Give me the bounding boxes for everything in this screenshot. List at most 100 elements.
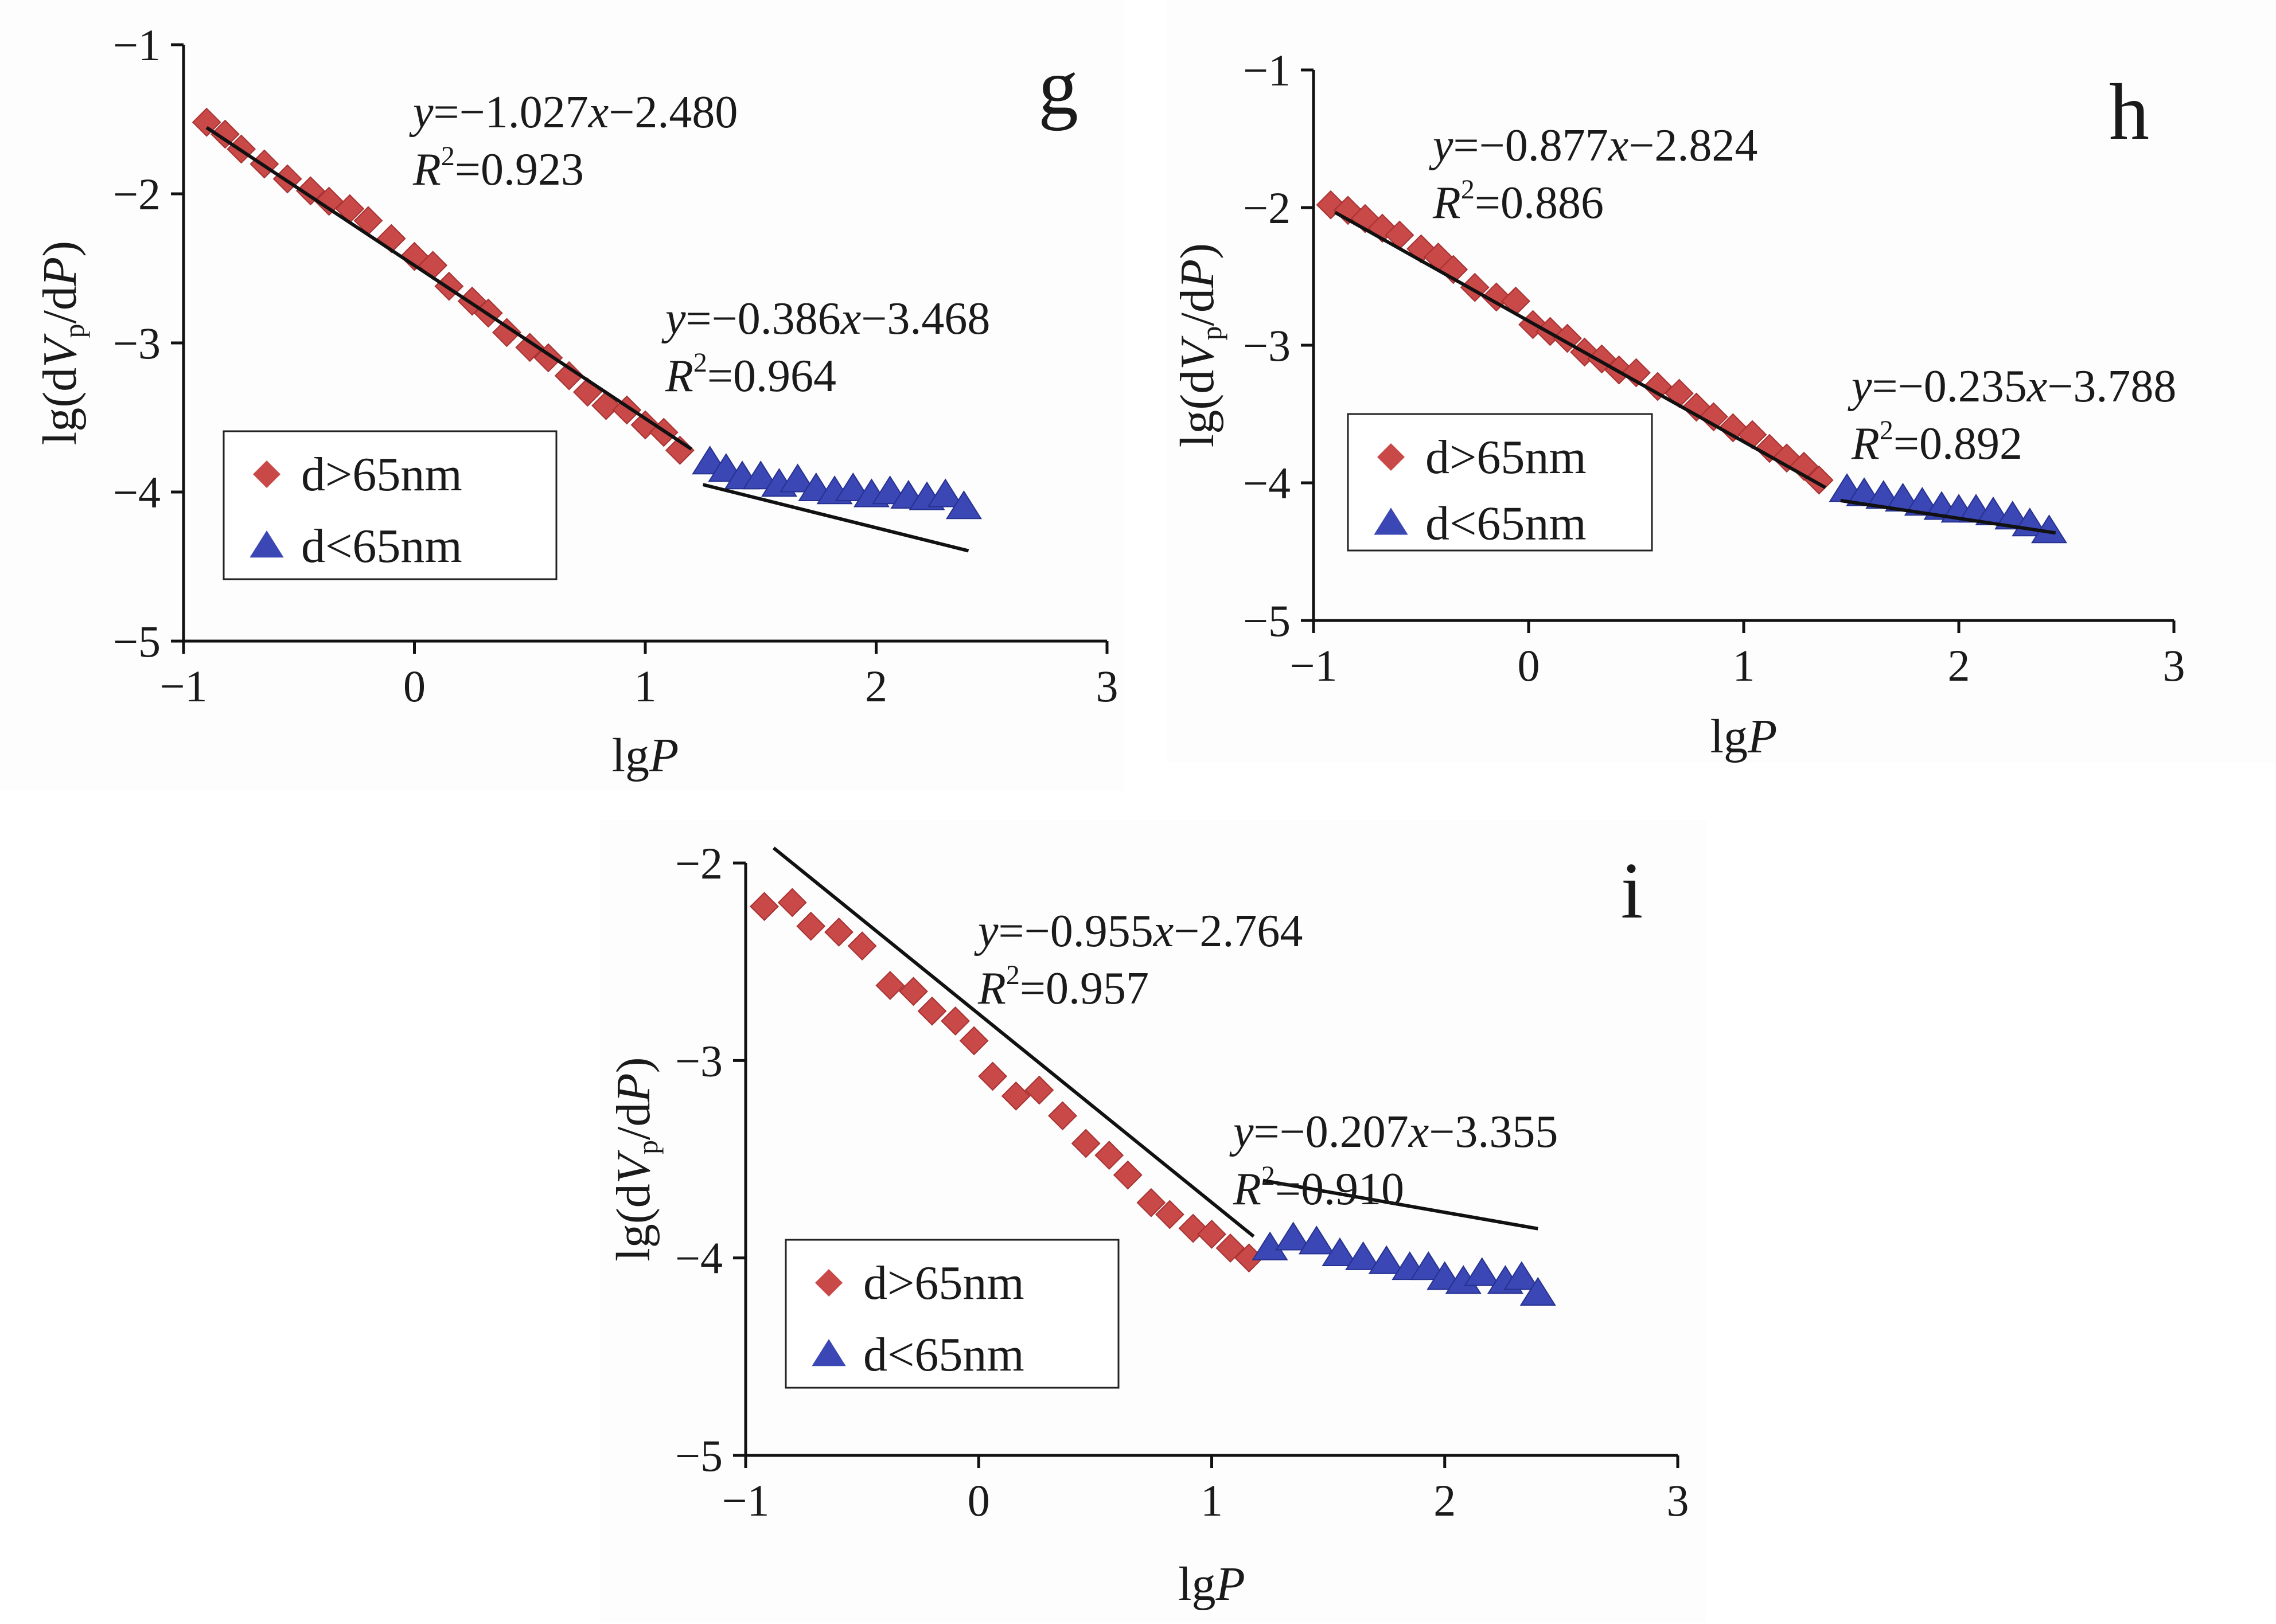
- data-point-d-lt-65nm: [1368, 1245, 1405, 1274]
- data-point-d-gt-65nm: [1643, 372, 1673, 401]
- data-point-d-gt-65nm: [917, 996, 947, 1026]
- data-point-d-gt-65nm: [777, 888, 807, 918]
- y-tick-label: −4: [675, 1233, 723, 1283]
- legend-label: d>65nm: [1425, 431, 1587, 484]
- data-point-d-gt-65nm: [1024, 1075, 1054, 1105]
- data-point-d-gt-65nm: [1178, 1213, 1208, 1243]
- y-tick-label: −2: [1243, 183, 1291, 233]
- data-point-d-lt-65nm: [1519, 1276, 1556, 1306]
- x-tick-label: 3: [1096, 661, 1118, 711]
- data-point-d-lt-65nm: [1275, 1221, 1312, 1251]
- data-point-d-lt-65nm: [1322, 1237, 1358, 1267]
- data-point-d-gt-65nm: [554, 361, 584, 391]
- legend-label: d>65nm: [301, 448, 462, 501]
- x-tick-label: 2: [865, 661, 887, 711]
- panel-background: [599, 820, 1706, 1623]
- x-axis-label: lgP: [1178, 1557, 1245, 1611]
- x-tick-label: −1: [1290, 641, 1338, 690]
- y-axis-label: lg(dVp/dP): [607, 1057, 664, 1261]
- data-point-d-gt-65nm: [1155, 1200, 1184, 1229]
- chart-panel-i: −2 −3 −4 −5−1 0 1 2 3 lgP lg(dVp/dP) y=−0.955x−2.7…: [599, 820, 1706, 1623]
- y-tick-label: −4: [113, 467, 161, 517]
- data-point-d-lt-65nm: [927, 478, 964, 508]
- data-point-d-gt-65nm: [492, 318, 521, 348]
- legend: d>65nm d<65nm: [785, 1239, 1120, 1389]
- fit-line-d-lt-65nm: [702, 483, 969, 553]
- fit-line-d-lt-65nm: [1262, 1178, 1538, 1231]
- data-point-d-lt-65nm: [742, 460, 779, 490]
- legend-triangle-marker: [250, 530, 284, 558]
- fit-line-d-gt-65nm: [772, 846, 1255, 1238]
- x-tick-label: 2: [1433, 1475, 1456, 1525]
- legend: d>65nm d<65nm: [1347, 413, 1653, 552]
- y-tick-label: −5: [675, 1431, 723, 1481]
- x-tick-label: 1: [634, 661, 657, 711]
- data-point-d-gt-65nm: [1804, 465, 1834, 495]
- data-point-d-gt-65nm: [1197, 1219, 1226, 1249]
- data-point-d-gt-65nm: [796, 911, 826, 941]
- fit-r-squared: R2=0.957: [977, 960, 1149, 1014]
- x-axis-label: lgP: [1710, 710, 1778, 763]
- legend-label: d>65nm: [863, 1256, 1024, 1310]
- x-tick-label: 0: [403, 661, 426, 711]
- y-tick-label: −5: [1243, 596, 1291, 646]
- fit-line-d-lt-65nm: [1840, 498, 2056, 535]
- data-point-d-gt-65nm: [959, 1026, 989, 1056]
- fit-line-d-gt-65nm: [205, 126, 693, 451]
- y-tick-label: −3: [675, 1036, 723, 1086]
- fit-equation: y=−0.877x−2.824: [1429, 120, 1757, 171]
- x-tick-label: −1: [722, 1475, 770, 1525]
- data-point-d-gt-65nm: [847, 931, 877, 961]
- fit-r-squared: R2=0.923: [412, 141, 584, 195]
- legend-diamond-marker: [253, 460, 280, 488]
- fit-line-d-gt-65nm: [1334, 210, 1826, 489]
- legend-label: d<65nm: [863, 1328, 1024, 1381]
- panel-background: [1167, 0, 2276, 763]
- fit-equation: y=−0.386x−3.468: [661, 294, 990, 344]
- data-point-d-gt-65nm: [824, 918, 854, 947]
- legend-diamond-marker: [1377, 443, 1405, 471]
- panel-letter: h: [2109, 68, 2149, 157]
- data-point-d-gt-65nm: [515, 333, 545, 362]
- fit-r-squared: R2=0.892: [1851, 415, 2022, 469]
- data-point-d-gt-65nm: [1622, 358, 1651, 388]
- data-point-d-gt-65nm: [1136, 1188, 1166, 1217]
- data-point-d-lt-65nm: [1464, 1257, 1501, 1286]
- x-tick-label: 0: [968, 1475, 990, 1525]
- data-point-d-gt-65nm: [978, 1061, 1008, 1091]
- x-tick-label: 3: [1667, 1475, 1689, 1525]
- fit-r-squared: R2=0.910: [1233, 1161, 1404, 1215]
- data-point-d-gt-65nm: [211, 119, 240, 149]
- data-point-d-lt-65nm: [835, 472, 871, 502]
- fit-equation: y=−0.955x−2.764: [974, 906, 1303, 957]
- y-tick-label: −2: [113, 169, 161, 219]
- data-point-d-gt-65nm: [1113, 1160, 1143, 1190]
- y-tick-label: −3: [1243, 321, 1291, 370]
- x-tick-label: 1: [1733, 641, 1755, 690]
- legend: d>65nm d<65nm: [223, 430, 558, 580]
- data-point-d-lt-65nm: [945, 490, 982, 520]
- fit-equation: y=−1.027x−2.480: [409, 87, 738, 138]
- y-tick-label: −1: [113, 20, 161, 70]
- data-point-d-gt-65nm: [1048, 1101, 1077, 1131]
- x-tick-label: 2: [1948, 641, 1970, 690]
- panel-background: [0, 0, 1124, 791]
- data-point-d-gt-65nm: [899, 977, 928, 1006]
- data-point-d-lt-65nm: [780, 463, 816, 493]
- data-point-d-gt-65nm: [750, 892, 779, 922]
- data-point-d-gt-65nm: [941, 1006, 971, 1036]
- data-point-d-gt-65nm: [1001, 1081, 1031, 1111]
- legend-triangle-marker: [1374, 508, 1408, 535]
- data-point-d-lt-65nm: [1410, 1251, 1447, 1281]
- data-point-d-gt-65nm: [875, 971, 905, 1000]
- data-point-d-lt-65nm: [1345, 1241, 1382, 1270]
- fit-r-squared: R2=0.964: [665, 348, 836, 401]
- y-tick-label: −5: [113, 616, 161, 666]
- chart-panel-h: −1−2−3−4−5−1 0 1 2 3lgPlg(dVp/dP)y=−0.877x−2…: [1167, 0, 2276, 763]
- panel-letter: i: [1621, 846, 1643, 935]
- data-point-d-gt-65nm: [1215, 1233, 1245, 1263]
- data-point-d-lt-65nm: [1503, 1261, 1540, 1290]
- x-axis-label: lgP: [612, 729, 679, 782]
- data-point-d-gt-65nm: [192, 107, 221, 137]
